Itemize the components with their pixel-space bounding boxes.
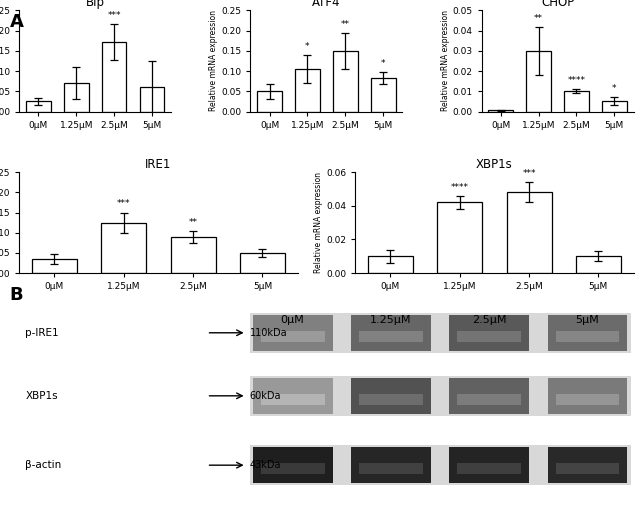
Text: p-IRE1: p-IRE1 bbox=[26, 328, 59, 338]
Text: ***: *** bbox=[108, 11, 121, 20]
Bar bbox=[602, 102, 627, 112]
Bar bbox=[576, 256, 621, 273]
Bar bbox=[260, 331, 324, 342]
Bar bbox=[260, 463, 324, 474]
Title: IRE1: IRE1 bbox=[145, 158, 172, 171]
Text: ****: **** bbox=[568, 76, 586, 85]
Bar bbox=[250, 445, 630, 485]
Bar bbox=[556, 394, 620, 405]
Bar bbox=[556, 331, 620, 342]
Bar bbox=[26, 102, 51, 112]
Y-axis label: Relative mRNA expression: Relative mRNA expression bbox=[440, 10, 449, 112]
Text: ***: *** bbox=[522, 169, 536, 178]
Bar bbox=[359, 463, 423, 474]
Text: 2.5μM: 2.5μM bbox=[472, 315, 506, 325]
Text: XBP1s: XBP1s bbox=[26, 391, 58, 401]
Y-axis label: Relative mRNA expression: Relative mRNA expression bbox=[209, 10, 218, 112]
Bar bbox=[506, 192, 552, 273]
Bar bbox=[250, 376, 630, 416]
Bar bbox=[250, 313, 630, 353]
Title: XBP1s: XBP1s bbox=[476, 158, 513, 171]
Bar bbox=[359, 331, 423, 342]
Bar bbox=[102, 42, 127, 112]
Bar bbox=[488, 111, 513, 112]
Bar bbox=[526, 51, 551, 112]
Text: *: * bbox=[612, 84, 616, 93]
Text: ***: *** bbox=[117, 200, 131, 209]
Text: β-actin: β-actin bbox=[26, 460, 61, 470]
Title: ATF4: ATF4 bbox=[312, 0, 340, 9]
Bar bbox=[449, 447, 529, 483]
Bar bbox=[556, 463, 620, 474]
Text: **: ** bbox=[341, 20, 350, 29]
Bar bbox=[564, 91, 589, 112]
Bar bbox=[437, 202, 482, 273]
Text: **: ** bbox=[189, 217, 198, 227]
Bar bbox=[333, 51, 358, 112]
Text: 60kDa: 60kDa bbox=[250, 391, 281, 401]
Bar bbox=[32, 259, 77, 273]
Text: ****: **** bbox=[451, 183, 468, 192]
Y-axis label: Relative mRNA expression: Relative mRNA expression bbox=[314, 172, 323, 273]
Bar bbox=[171, 237, 216, 273]
Bar bbox=[64, 83, 88, 112]
Bar bbox=[140, 88, 164, 112]
Bar bbox=[457, 463, 521, 474]
Title: CHOP: CHOP bbox=[541, 0, 574, 9]
Bar bbox=[101, 223, 147, 273]
Text: 5μM: 5μM bbox=[575, 315, 600, 325]
Bar bbox=[260, 394, 324, 405]
Text: A: A bbox=[10, 13, 24, 31]
Bar bbox=[295, 69, 320, 112]
Bar bbox=[368, 256, 413, 273]
Bar bbox=[548, 315, 627, 351]
Bar bbox=[449, 315, 529, 351]
Bar bbox=[351, 378, 431, 413]
Bar bbox=[351, 315, 431, 351]
Bar bbox=[371, 79, 396, 112]
Text: *: * bbox=[305, 42, 310, 51]
Text: 1.25μM: 1.25μM bbox=[370, 315, 412, 325]
Bar bbox=[457, 394, 521, 405]
Bar bbox=[253, 315, 333, 351]
Title: Bip: Bip bbox=[86, 0, 105, 9]
Bar bbox=[548, 378, 627, 413]
Bar bbox=[548, 447, 627, 483]
Bar bbox=[351, 447, 431, 483]
Text: 43kDa: 43kDa bbox=[250, 460, 281, 470]
Bar bbox=[240, 253, 285, 273]
Bar bbox=[449, 378, 529, 413]
Text: 110kDa: 110kDa bbox=[250, 328, 287, 338]
Bar bbox=[359, 394, 423, 405]
Text: *: * bbox=[381, 59, 385, 68]
Bar bbox=[253, 378, 333, 413]
Bar bbox=[257, 91, 282, 112]
Bar bbox=[457, 331, 521, 342]
Text: 0μM: 0μM bbox=[281, 315, 305, 325]
Text: **: ** bbox=[534, 14, 543, 23]
Text: B: B bbox=[10, 286, 23, 303]
Bar bbox=[253, 447, 333, 483]
